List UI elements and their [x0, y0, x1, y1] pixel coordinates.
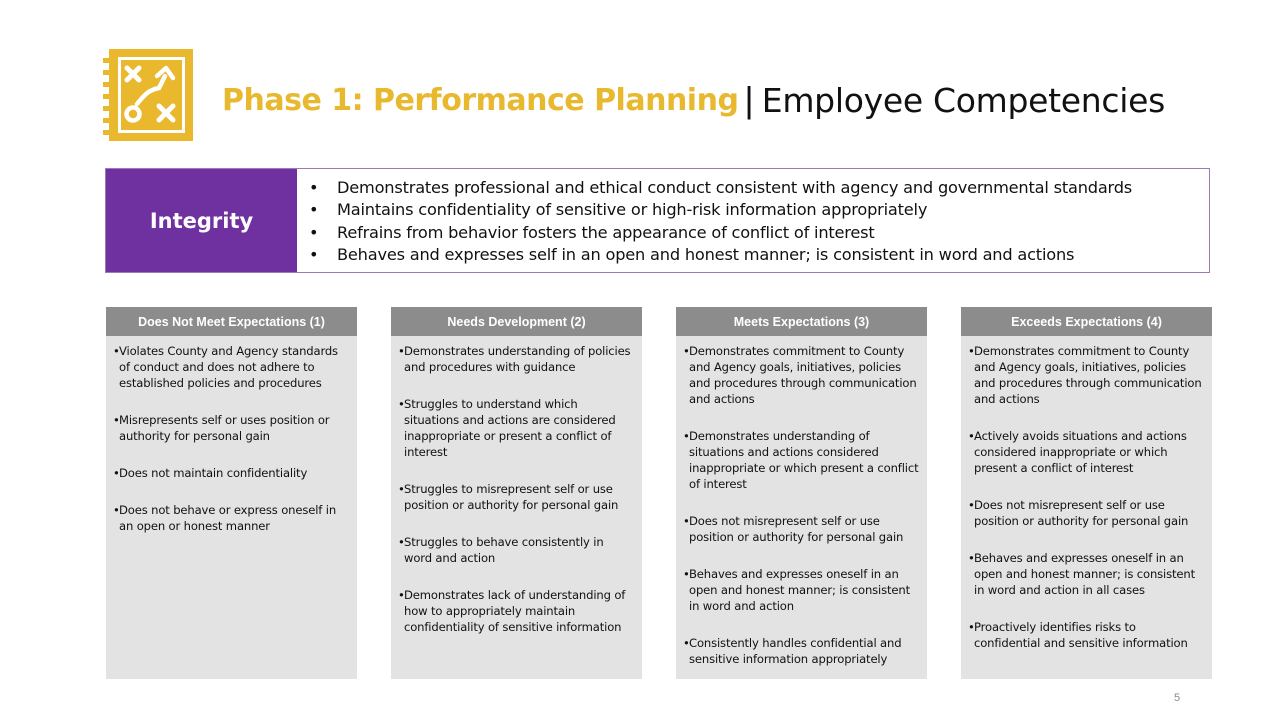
- list-item: Does not misrepresent self or use positi…: [683, 513, 919, 545]
- integrity-label: Integrity: [106, 169, 297, 272]
- rating-column-2: Needs Development (2) Demonstrates under…: [391, 307, 642, 679]
- column-header: Exceeds Expectations (4): [961, 307, 1212, 336]
- list-item: Actively avoids situations and actions c…: [968, 428, 1204, 476]
- column-body: Demonstrates commitment to County and Ag…: [676, 336, 927, 667]
- list-item: Violates County and Agency standards of …: [113, 343, 349, 391]
- list-item: Does not behave or express oneself in an…: [113, 502, 349, 534]
- list-item: Demonstrates lack of understanding of ho…: [398, 587, 634, 635]
- list-item: Behaves and expresses oneself in an open…: [968, 550, 1204, 598]
- integrity-definition: Integrity Demonstrates professional and …: [105, 168, 1210, 273]
- title-subject: Employee Competencies: [761, 80, 1166, 120]
- list-item: Behaves and expresses oneself in an open…: [683, 566, 919, 614]
- list-item: Proactively identifies risks to confiden…: [968, 619, 1204, 651]
- list-item: Demonstrates understanding of situations…: [683, 428, 919, 492]
- column-header: Needs Development (2): [391, 307, 642, 336]
- integrity-bullet: Refrains from behavior fosters the appea…: [309, 222, 1132, 245]
- integrity-bullet: Behaves and expresses self in an open an…: [309, 244, 1132, 267]
- column-header: Does Not Meet Expectations (1): [106, 307, 357, 336]
- list-item: Misrepresents self or uses position or a…: [113, 412, 349, 444]
- title-phase: Phase 1: Performance Planning: [222, 82, 739, 118]
- rating-column-1: Does Not Meet Expectations (1) Violates …: [106, 307, 357, 679]
- list-item: Consistently handles confidential and se…: [683, 635, 919, 667]
- strategy-play-icon: [101, 46, 195, 144]
- column-body: Violates County and Agency standards of …: [106, 336, 357, 534]
- column-header: Meets Expectations (3): [676, 307, 927, 336]
- rating-column-3: Meets Expectations (3) Demonstrates comm…: [676, 307, 927, 679]
- page-number: 5: [1174, 692, 1181, 704]
- column-body: Demonstrates commitment to County and Ag…: [961, 336, 1212, 651]
- page-title: Phase 1: Performance Planning | Employee…: [222, 76, 1165, 124]
- integrity-bullet: Maintains confidentiality of sensitive o…: [309, 199, 1132, 222]
- integrity-bullet: Demonstrates professional and ethical co…: [309, 177, 1132, 200]
- integrity-bullet-list: Demonstrates professional and ethical co…: [297, 169, 1132, 272]
- list-item: Struggles to behave consistently in word…: [398, 534, 634, 566]
- rating-column-4: Exceeds Expectations (4) Demonstrates co…: [961, 307, 1212, 679]
- list-item: Demonstrates commitment to County and Ag…: [683, 343, 919, 407]
- list-item: Does not misrepresent self or use positi…: [968, 497, 1204, 529]
- list-item: Struggles to misrepresent self or use po…: [398, 481, 634, 513]
- column-body: Demonstrates understanding of policies a…: [391, 336, 642, 635]
- list-item: Does not maintain confidentiality: [113, 465, 349, 481]
- list-item: Demonstrates understanding of policies a…: [398, 343, 634, 375]
- list-item: Struggles to understand which situations…: [398, 396, 634, 460]
- list-item: Demonstrates commitment to County and Ag…: [968, 343, 1204, 407]
- title-separator: |: [744, 79, 754, 120]
